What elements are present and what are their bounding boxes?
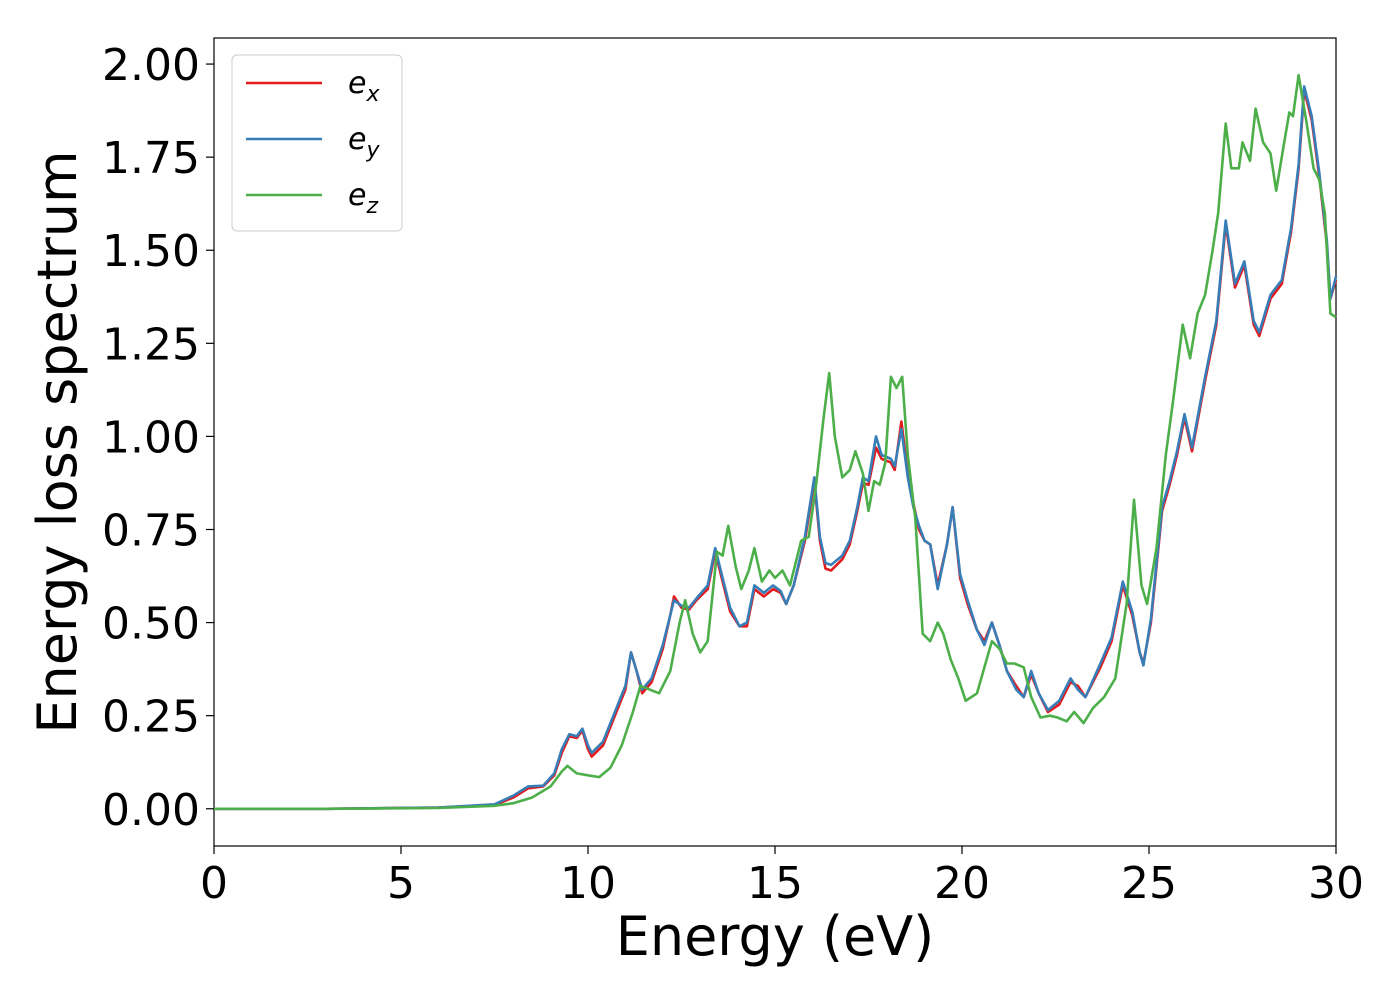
x-tick-label: 20 — [934, 858, 990, 909]
series-line-y — [214, 85, 1338, 811]
series-layer — [214, 73, 1338, 811]
x-axis-label: Energy (eV) — [616, 905, 935, 968]
y-tick-label: 1.50 — [102, 226, 200, 277]
y-tick-label: 0.75 — [102, 506, 200, 557]
x-tick-label: 0 — [200, 858, 228, 909]
y-tick-label: 0.00 — [102, 785, 200, 836]
y-tick-label: 1.00 — [102, 412, 200, 463]
x-axis-ticks: 0 5 10 15 20 25 30 — [200, 846, 1364, 909]
x-tick-label: 5 — [387, 858, 415, 909]
legend-label-z: ez — [348, 178, 378, 219]
legend-label-x: ex — [348, 66, 380, 107]
x-tick-label: 10 — [560, 858, 616, 909]
series-line-z — [214, 73, 1337, 811]
y-tick-label: 1.25 — [102, 319, 200, 370]
x-tick-label: 15 — [747, 858, 803, 909]
legend-box — [231, 54, 403, 232]
x-tick-label: 30 — [1308, 858, 1364, 909]
x-tick-label: 25 — [1121, 858, 1177, 909]
y-tick-label: 1.75 — [102, 133, 200, 184]
y-tick-label: 0.50 — [102, 599, 200, 650]
y-tick-label: 0.25 — [102, 692, 200, 743]
y-axis-ticks: 0.00 0.25 0.50 0.75 1.00 1.25 1.50 1.75 2.00 — [102, 40, 214, 836]
legend-label-y: ey — [348, 122, 380, 163]
legend: ex ey ez — [231, 54, 403, 232]
y-tick-label: 2.00 — [102, 40, 200, 91]
y-axis-label: Energy loss spectrum — [26, 150, 89, 733]
